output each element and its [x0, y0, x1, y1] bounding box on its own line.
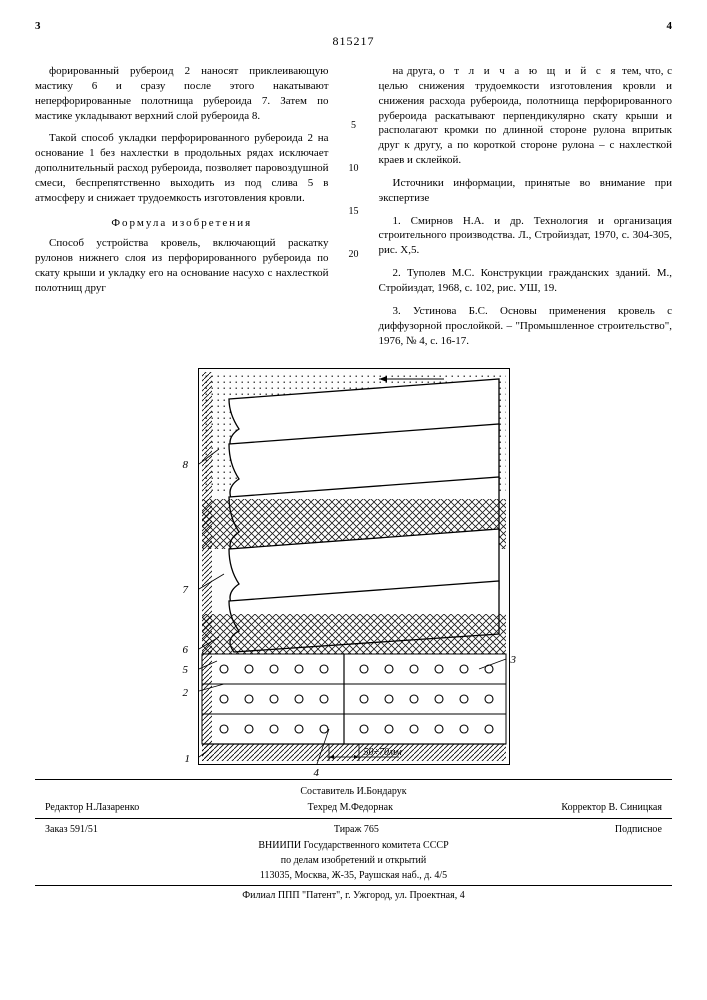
leader-5: 5: [183, 664, 189, 676]
ref3: 3. Устинова Б.С. Основы применения крове…: [379, 304, 673, 349]
right-column: на друга, о т л и ч а ю щ и й с я тем, ч…: [379, 64, 673, 356]
leader-2: 2: [183, 687, 189, 699]
dimension-label: 50÷70мм: [364, 747, 402, 758]
col-num-left: 3: [35, 20, 41, 32]
figure-svg: [199, 369, 509, 764]
footer-order: Заказ 591/51: [45, 822, 98, 837]
technical-figure: 8 7 6 5 2 1 4 3 50÷70мм: [198, 368, 510, 765]
footer-editor: Редактор Н.Лазаренко: [45, 800, 139, 815]
footer-subscription: Подписное: [615, 822, 662, 837]
line-num: 5: [351, 119, 356, 133]
line-num: 15: [349, 205, 359, 219]
text-columns: форированный рубероид 2 наносят приклеив…: [35, 64, 672, 356]
footer-tirage: Тираж 765: [334, 822, 379, 837]
leader-4: 4: [314, 767, 320, 779]
col-num-right: 4: [667, 20, 673, 32]
footer-org3: Филиал ППП "Патент", г. Ужгород, ул. Про…: [35, 888, 672, 903]
leader-1: 1: [185, 753, 191, 765]
footer-org1: ВНИИПИ Государственного комитета СССР: [35, 838, 672, 853]
formula-title: Формула изобретения: [35, 216, 329, 231]
page: 3 4 815217 форированный рубероид 2 нанос…: [0, 0, 707, 918]
footer-compiler: Составитель И.Бондарук: [35, 784, 672, 799]
footer: Составитель И.Бондарук Редактор Н.Лазаре…: [35, 779, 672, 903]
leader-3: 3: [511, 654, 517, 666]
footer-order-row: Заказ 591/51 Тираж 765 Подписное: [35, 821, 672, 838]
right-p1a: на друга,: [393, 65, 436, 77]
leader-8: 8: [183, 459, 189, 471]
ref1: 1. Смирнов Н.А. и др. Технология и орган…: [379, 214, 673, 259]
sources-title: Источники информации, принятые во вниман…: [379, 176, 673, 206]
ref2: 2. Туполев М.С. Конструкции гражданских …: [379, 266, 673, 296]
figure-container: 8 7 6 5 2 1 4 3 50÷70мм: [35, 368, 672, 769]
left-p3: Способ устройства кровель, включающий ра…: [35, 236, 329, 295]
footer-corrector: Корректор В. Синицкая: [561, 800, 662, 815]
document-number: 815217: [35, 34, 672, 49]
right-p1: на друга, о т л и ч а ю щ и й с я тем, ч…: [379, 64, 673, 168]
left-p2: Такой способ укладки перфорированного ру…: [35, 131, 329, 205]
right-p1b: о т л и ч а ю щ и й с я: [439, 65, 618, 77]
left-p1: форированный рубероид 2 наносят приклеив…: [35, 64, 329, 123]
header-column-numbers: 3 4: [35, 20, 672, 32]
footer-org2: по делам изобретений и открытий: [35, 853, 672, 868]
line-num: 10: [349, 162, 359, 176]
line-num: 20: [349, 248, 359, 262]
leader-6: 6: [183, 644, 189, 656]
leader-7: 7: [183, 584, 189, 596]
footer-tech: Техред М.Федорнак: [308, 800, 393, 815]
left-column: форированный рубероид 2 наносят приклеив…: [35, 64, 329, 356]
footer-credits-row: Редактор Н.Лазаренко Техред М.Федорнак К…: [35, 799, 672, 816]
footer-addr1: 113035, Москва, Ж-35, Раушская наб., д. …: [35, 868, 672, 883]
right-p1c: тем, что, с целью снижения трудоемкости …: [379, 65, 673, 166]
line-number-gutter: 5 10 15 20: [347, 64, 361, 356]
